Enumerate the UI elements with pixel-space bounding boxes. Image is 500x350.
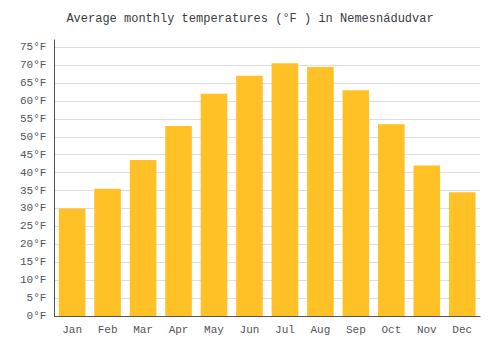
svg-text:20°F: 20°F (20, 238, 46, 250)
svg-text:25°F: 25°F (20, 220, 46, 232)
svg-text:45°F: 45°F (20, 149, 46, 161)
svg-text:0°F: 0°F (27, 310, 47, 322)
svg-text:Average monthly temperatures (: Average monthly temperatures (°F ) in Ne… (66, 12, 433, 26)
svg-text:60°F: 60°F (20, 95, 46, 107)
svg-text:75°F: 75°F (20, 41, 46, 53)
svg-text:Jun: Jun (240, 324, 260, 336)
svg-text:Feb: Feb (98, 324, 118, 336)
svg-text:Aug: Aug (310, 324, 330, 336)
svg-text:5°F: 5°F (27, 292, 47, 304)
svg-text:30°F: 30°F (20, 202, 46, 214)
svg-text:55°F: 55°F (20, 113, 46, 125)
svg-text:40°F: 40°F (20, 167, 46, 179)
svg-text:Jul: Jul (275, 324, 295, 336)
svg-text:10°F: 10°F (20, 274, 46, 286)
svg-text:Mar: Mar (133, 324, 153, 336)
svg-text:Nov: Nov (417, 324, 437, 336)
svg-text:70°F: 70°F (20, 59, 46, 71)
svg-text:Dec: Dec (452, 324, 472, 336)
svg-text:15°F: 15°F (20, 256, 46, 268)
svg-text:35°F: 35°F (20, 185, 46, 197)
svg-text:Sep: Sep (346, 324, 366, 336)
svg-text:Oct: Oct (381, 324, 401, 336)
svg-text:Apr: Apr (169, 324, 189, 336)
svg-text:65°F: 65°F (20, 77, 46, 89)
svg-text:May: May (204, 324, 224, 336)
svg-text:Jan: Jan (62, 324, 82, 336)
svg-text:50°F: 50°F (20, 131, 46, 143)
